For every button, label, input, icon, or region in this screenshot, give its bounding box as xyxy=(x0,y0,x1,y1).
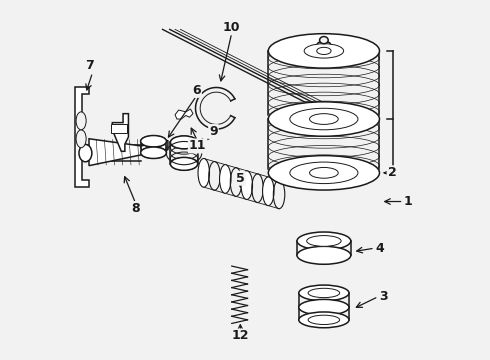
Ellipse shape xyxy=(220,165,231,193)
Polygon shape xyxy=(89,139,168,166)
Polygon shape xyxy=(112,114,128,151)
Ellipse shape xyxy=(269,156,379,190)
Text: 4: 4 xyxy=(375,242,384,255)
Ellipse shape xyxy=(299,300,349,315)
Text: 2: 2 xyxy=(388,166,396,179)
Ellipse shape xyxy=(317,47,331,54)
Ellipse shape xyxy=(76,112,86,130)
Ellipse shape xyxy=(299,312,349,328)
Ellipse shape xyxy=(241,171,252,199)
Ellipse shape xyxy=(269,34,379,68)
Ellipse shape xyxy=(308,288,340,298)
Ellipse shape xyxy=(304,44,343,58)
Ellipse shape xyxy=(290,108,358,130)
Polygon shape xyxy=(74,87,89,187)
Text: 6: 6 xyxy=(192,84,201,97)
Bar xyxy=(111,125,126,134)
Ellipse shape xyxy=(319,37,328,44)
Text: 9: 9 xyxy=(209,125,218,138)
Ellipse shape xyxy=(171,157,197,170)
Ellipse shape xyxy=(76,130,86,148)
Ellipse shape xyxy=(141,135,167,147)
Ellipse shape xyxy=(79,144,92,162)
Text: 12: 12 xyxy=(232,329,249,342)
Text: 11: 11 xyxy=(189,139,206,152)
Ellipse shape xyxy=(263,177,274,206)
Ellipse shape xyxy=(269,102,379,136)
Ellipse shape xyxy=(297,246,351,264)
Ellipse shape xyxy=(198,158,210,187)
Text: 7: 7 xyxy=(85,59,94,72)
Ellipse shape xyxy=(317,41,331,50)
Ellipse shape xyxy=(141,147,167,158)
Ellipse shape xyxy=(310,167,338,178)
Ellipse shape xyxy=(310,114,338,125)
Text: 10: 10 xyxy=(223,21,241,34)
Ellipse shape xyxy=(171,136,197,149)
Text: 1: 1 xyxy=(404,195,413,208)
Text: 8: 8 xyxy=(131,202,140,215)
Text: 3: 3 xyxy=(379,290,388,303)
Text: 5: 5 xyxy=(236,172,245,185)
Ellipse shape xyxy=(308,315,340,324)
Polygon shape xyxy=(175,109,193,119)
Ellipse shape xyxy=(307,235,341,246)
Ellipse shape xyxy=(299,285,349,301)
Ellipse shape xyxy=(290,162,358,184)
Ellipse shape xyxy=(297,232,351,250)
